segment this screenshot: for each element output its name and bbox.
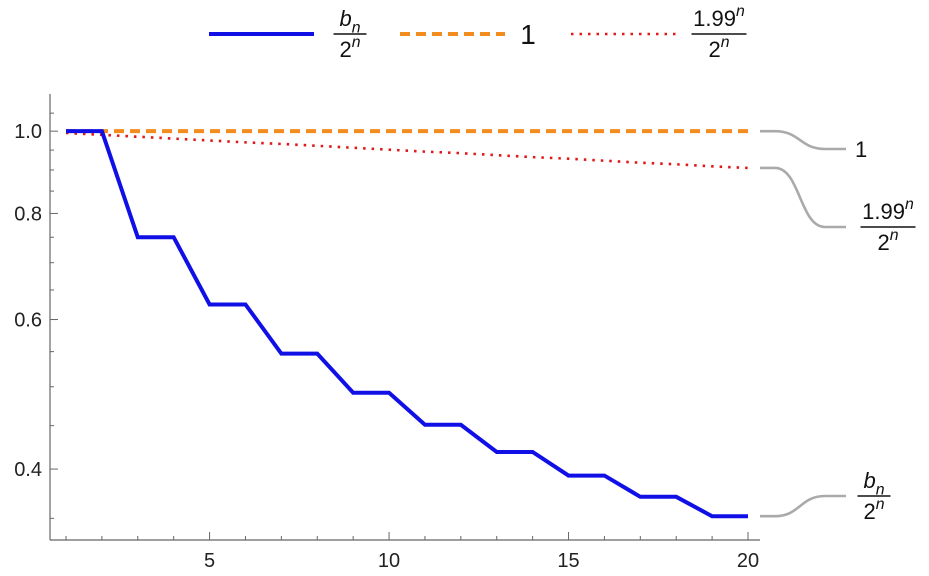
- fraction-numerator: 1.99n: [862, 196, 914, 224]
- x-tick-label: 20: [737, 550, 759, 572]
- legend-label-one: 1: [520, 19, 536, 50]
- axes: 5 10 15 20 0.4 0.6 0.8 1.0: [14, 94, 760, 572]
- fraction-denominator: 2n: [877, 227, 898, 255]
- legend-label-p199: 1.99n 2n: [691, 3, 747, 62]
- fraction-denominator: 2n: [863, 496, 884, 524]
- series-layer: [65, 129, 749, 519]
- fraction-numerator: bn: [339, 6, 360, 37]
- y-tick-label: 0.8: [14, 203, 42, 225]
- y-tick-label: 1.0: [14, 121, 42, 143]
- x-tick-label: 10: [378, 550, 400, 572]
- y-tick-label: 0.4: [14, 459, 42, 481]
- fraction-numerator: bn: [863, 468, 884, 499]
- series-line-p199: [65, 131, 749, 170]
- x-tick-label: 5: [204, 550, 215, 572]
- x-tick-label: 15: [557, 550, 579, 572]
- legend-item-one: 1: [400, 19, 536, 50]
- connector-p199: [760, 166, 846, 229]
- legend-item-p199: 1.99n 2n: [571, 3, 747, 62]
- fraction-denominator: 2n: [339, 34, 360, 62]
- fraction-denominator: 2n: [708, 34, 729, 62]
- series-line-bn: [66, 129, 748, 519]
- line-label-p199: 1.99n 2n: [860, 196, 916, 255]
- connector-bn: [760, 494, 846, 518]
- line-label-one: 1: [855, 137, 867, 162]
- connector-one: [760, 129, 846, 151]
- y-tick-label: 0.6: [14, 310, 42, 332]
- fraction-numerator: 1.99n: [693, 3, 745, 31]
